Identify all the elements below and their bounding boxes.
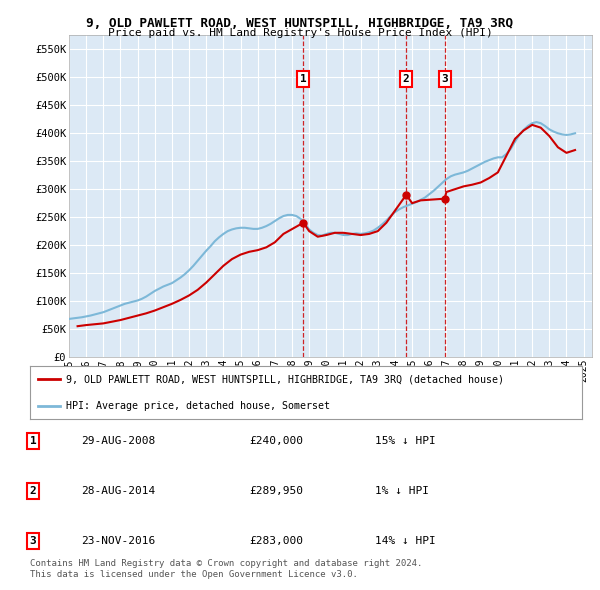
Text: 14% ↓ HPI: 14% ↓ HPI [375,536,436,546]
Text: £289,950: £289,950 [249,486,303,496]
Text: 1: 1 [300,74,307,84]
Text: Contains HM Land Registry data © Crown copyright and database right 2024.: Contains HM Land Registry data © Crown c… [30,559,422,568]
Text: 3: 3 [29,536,37,546]
Text: HPI: Average price, detached house, Somerset: HPI: Average price, detached house, Some… [66,401,330,411]
Text: 23-NOV-2016: 23-NOV-2016 [81,536,155,546]
Text: 2: 2 [29,486,37,496]
Text: 3: 3 [441,74,448,84]
Text: 9, OLD PAWLETT ROAD, WEST HUNTSPILL, HIGHBRIDGE, TA9 3RQ (detached house): 9, OLD PAWLETT ROAD, WEST HUNTSPILL, HIG… [66,374,504,384]
Text: 2: 2 [403,74,410,84]
Text: 1% ↓ HPI: 1% ↓ HPI [375,486,429,496]
Text: 1: 1 [29,436,37,445]
Text: £240,000: £240,000 [249,436,303,445]
Text: 15% ↓ HPI: 15% ↓ HPI [375,436,436,445]
Text: 9, OLD PAWLETT ROAD, WEST HUNTSPILL, HIGHBRIDGE, TA9 3RQ: 9, OLD PAWLETT ROAD, WEST HUNTSPILL, HIG… [86,17,514,30]
Text: 29-AUG-2008: 29-AUG-2008 [81,436,155,445]
Text: Price paid vs. HM Land Registry's House Price Index (HPI): Price paid vs. HM Land Registry's House … [107,28,493,38]
Text: This data is licensed under the Open Government Licence v3.0.: This data is licensed under the Open Gov… [30,570,358,579]
Text: 28-AUG-2014: 28-AUG-2014 [81,486,155,496]
Text: £283,000: £283,000 [249,536,303,546]
